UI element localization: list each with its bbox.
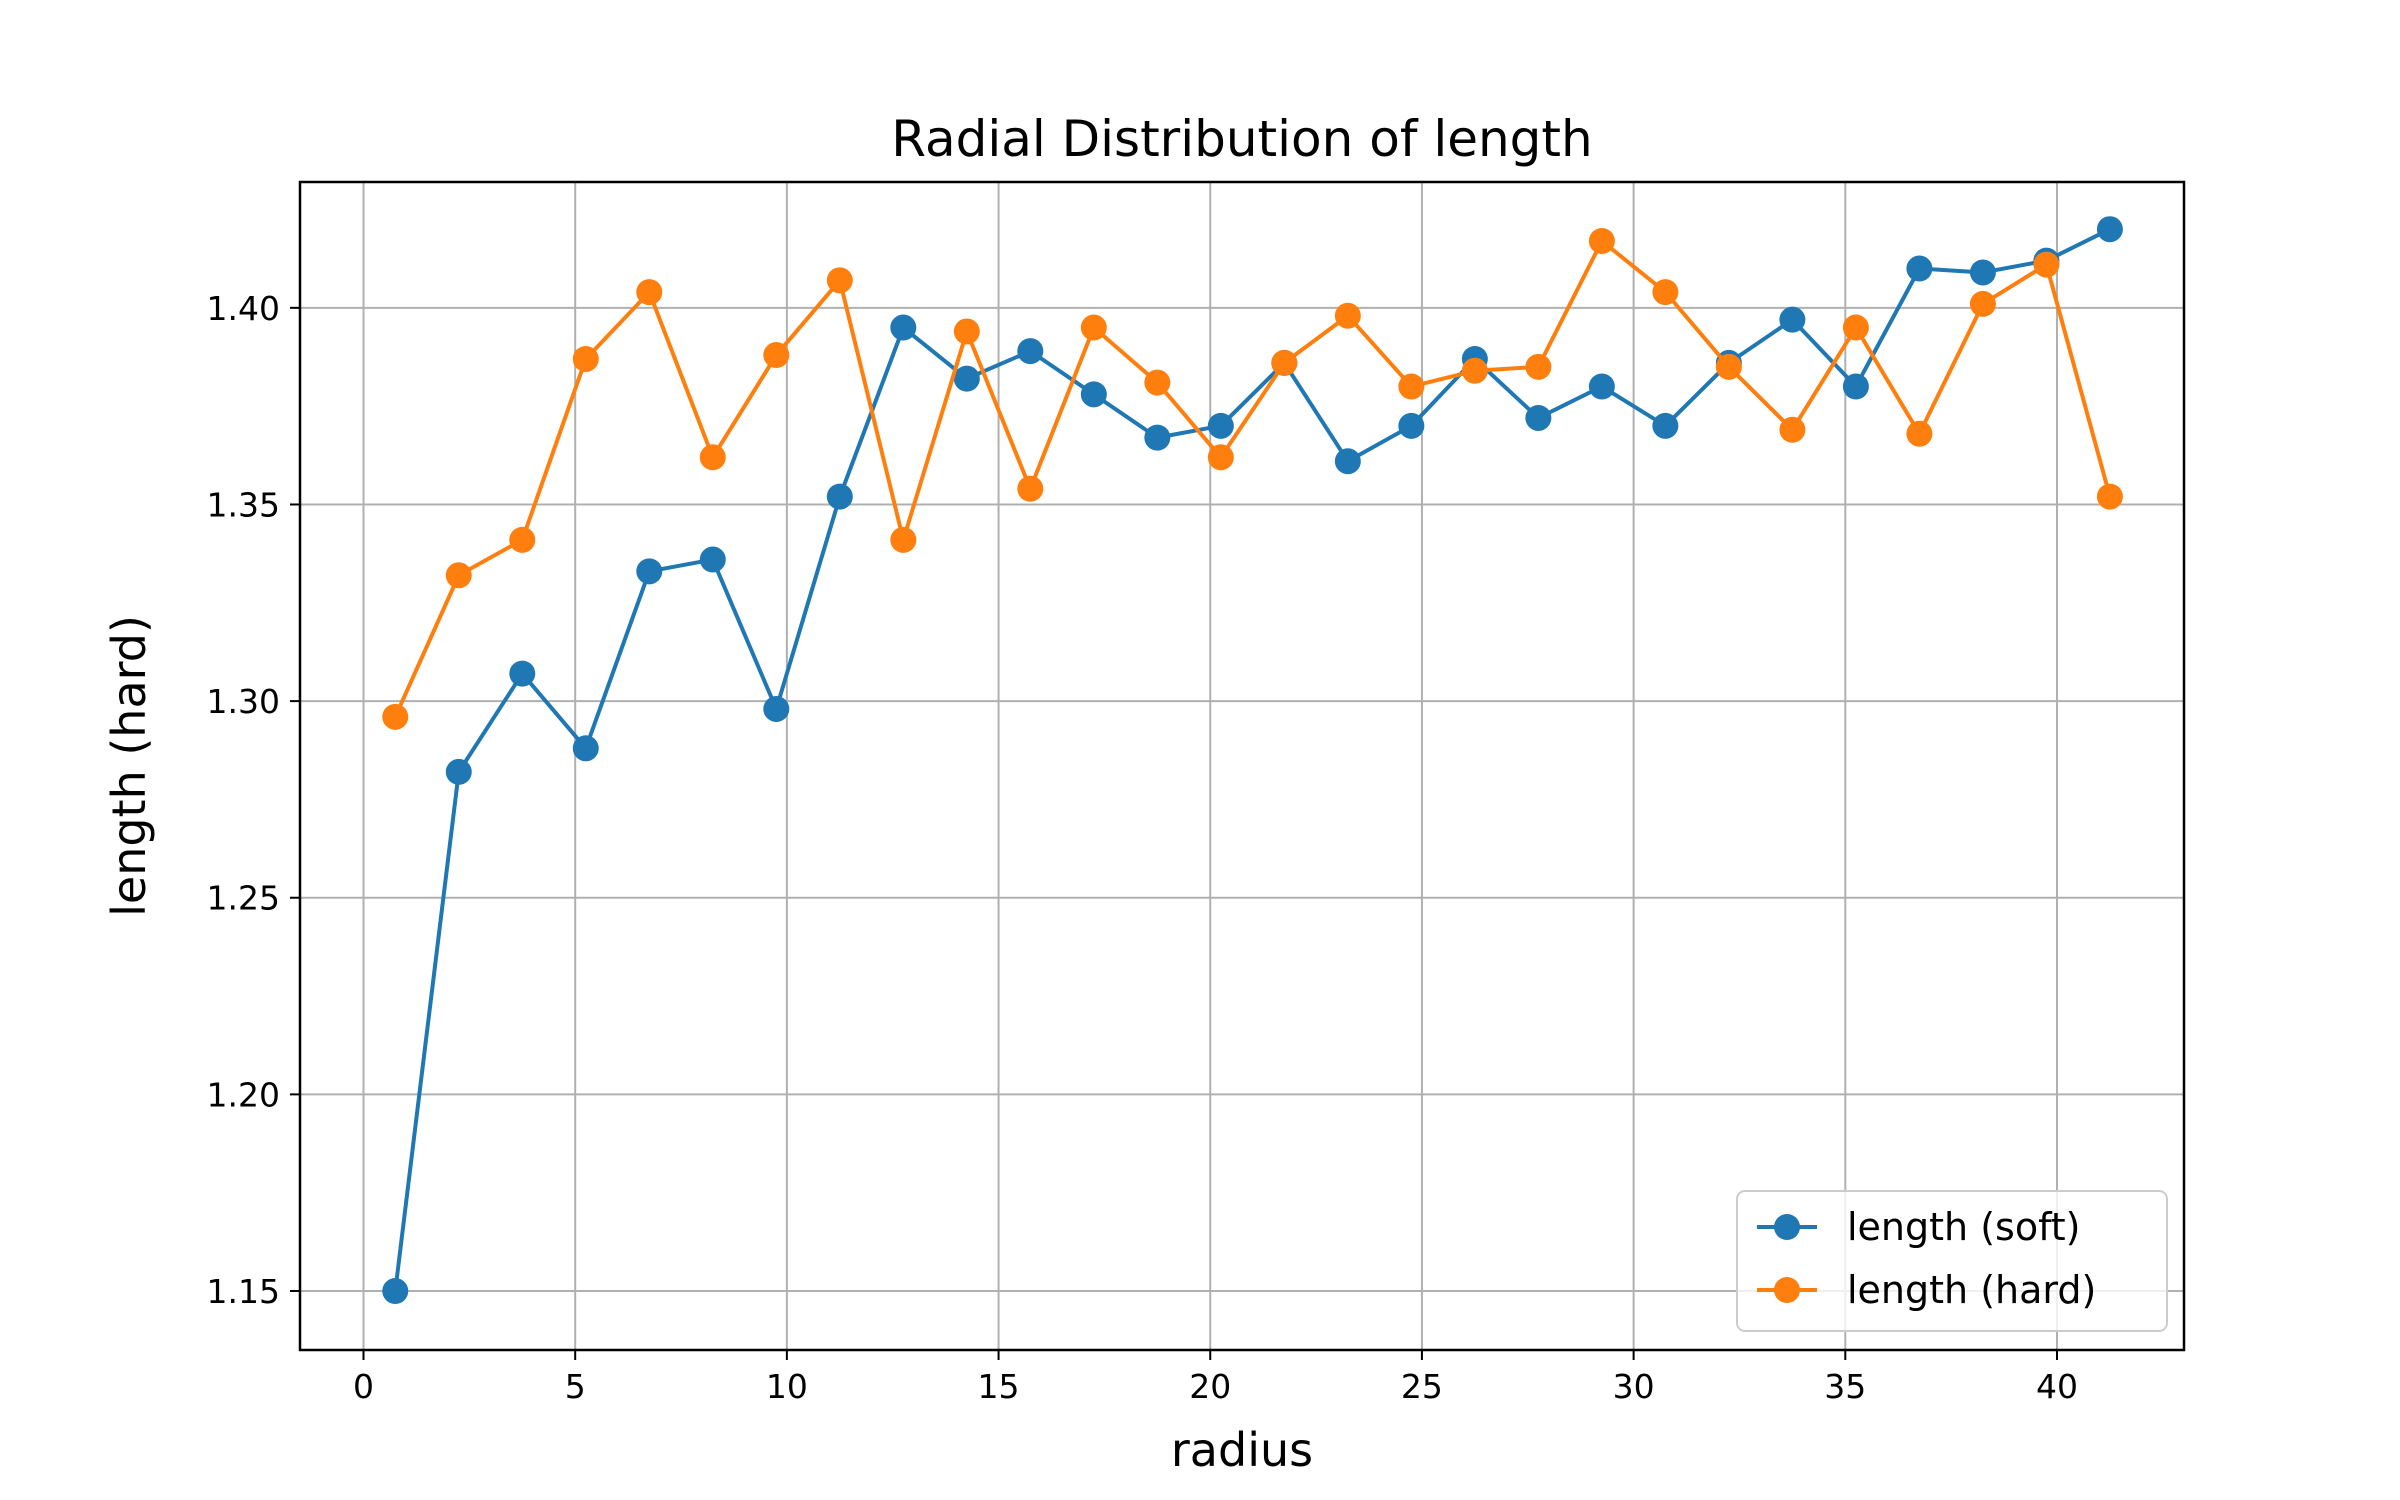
y-tick-label: 1.30 <box>207 682 280 721</box>
y-tick-label: 1.15 <box>207 1272 280 1311</box>
data-point <box>1207 444 1234 471</box>
data-point <box>1017 338 1044 365</box>
data-point <box>2096 216 2123 243</box>
data-point <box>445 562 472 589</box>
data-point <box>953 318 980 345</box>
legend: length (soft) length (hard) <box>1736 1190 2168 1332</box>
x-tick-label: 15 <box>978 1367 1020 1406</box>
legend-label: length (hard) <box>1847 1268 2096 1312</box>
data-point <box>826 267 853 294</box>
data-point <box>1588 373 1615 400</box>
data-point <box>953 365 980 392</box>
data-point <box>763 342 790 369</box>
x-tick-label: 5 <box>565 1367 586 1406</box>
plot-frame <box>298 180 2186 1352</box>
data-point <box>763 695 790 722</box>
data-point <box>1588 227 1615 254</box>
y-tick-label: 1.35 <box>207 485 280 524</box>
data-point <box>1525 404 1552 431</box>
data-point <box>890 526 917 553</box>
x-tick-label: 40 <box>2036 1367 2078 1406</box>
data-point <box>1525 353 1552 380</box>
data-point <box>509 660 536 687</box>
y-tick-label: 1.40 <box>207 289 280 328</box>
data-point <box>1779 306 1806 333</box>
series-line <box>393 227 2111 1292</box>
legend-item: length (hard) <box>1757 1268 2096 1312</box>
data-point <box>1271 349 1298 376</box>
data-point <box>1398 412 1425 439</box>
legend-label: length (soft) <box>1847 1205 2081 1249</box>
data-point <box>1652 279 1679 306</box>
data-point <box>699 444 726 471</box>
data-point <box>382 1278 409 1305</box>
y-tick-label: 1.20 <box>207 1075 280 1114</box>
series-soft <box>382 216 2123 1305</box>
data-point <box>2033 251 2060 278</box>
data-point <box>1080 381 1107 408</box>
series-hard <box>382 227 2123 730</box>
data-point <box>1334 448 1361 475</box>
data-point <box>509 526 536 553</box>
data-point <box>636 279 663 306</box>
data-point <box>1144 369 1171 396</box>
legend-item: length (soft) <box>1757 1205 2081 1249</box>
data-point <box>1779 416 1806 443</box>
data-point <box>1715 353 1742 380</box>
data-point <box>1398 373 1425 400</box>
series-layer <box>382 216 2123 1305</box>
x-tick-label: 25 <box>1401 1367 1443 1406</box>
data-point <box>1334 302 1361 329</box>
data-point <box>572 735 599 762</box>
data-point <box>1969 259 1996 286</box>
legend-marker <box>1774 1277 1800 1303</box>
data-point <box>826 483 853 510</box>
series-line <box>393 238 2112 718</box>
x-tick-label: 35 <box>1824 1367 1866 1406</box>
data-point <box>1842 314 1869 341</box>
data-point <box>1017 475 1044 502</box>
data-point <box>572 345 599 372</box>
data-point <box>445 758 472 785</box>
data-point <box>1207 412 1234 439</box>
x-axis-label: radius <box>1171 1423 1313 1477</box>
chart-title: Radial Distribution of length <box>891 110 1592 168</box>
data-point <box>699 546 726 573</box>
data-point <box>890 314 917 341</box>
data-point <box>1461 357 1488 384</box>
axis-ticks: 0 5 10 15 20 25 30 35 40 1.15 1.20 1.25 1.30 1.35 1.40 <box>207 289 2078 1406</box>
data-point <box>1080 314 1107 341</box>
data-point <box>382 703 409 730</box>
y-tick-label: 1.25 <box>207 879 280 918</box>
x-tick-label: 10 <box>766 1367 808 1406</box>
x-tick-label: 0 <box>353 1367 374 1406</box>
data-point <box>1969 290 1996 317</box>
legend-box <box>1736 1190 2168 1332</box>
x-tick-label: 30 <box>1613 1367 1655 1406</box>
data-point <box>1144 424 1171 451</box>
data-point <box>636 558 663 585</box>
data-point <box>1652 412 1679 439</box>
y-axis-label: length (hard) <box>102 615 156 917</box>
data-point <box>1906 255 1933 282</box>
data-point <box>1906 420 1933 447</box>
data-point <box>2096 483 2123 510</box>
legend-marker <box>1774 1214 1800 1240</box>
x-tick-label: 20 <box>1189 1367 1231 1406</box>
data-point <box>1842 373 1869 400</box>
